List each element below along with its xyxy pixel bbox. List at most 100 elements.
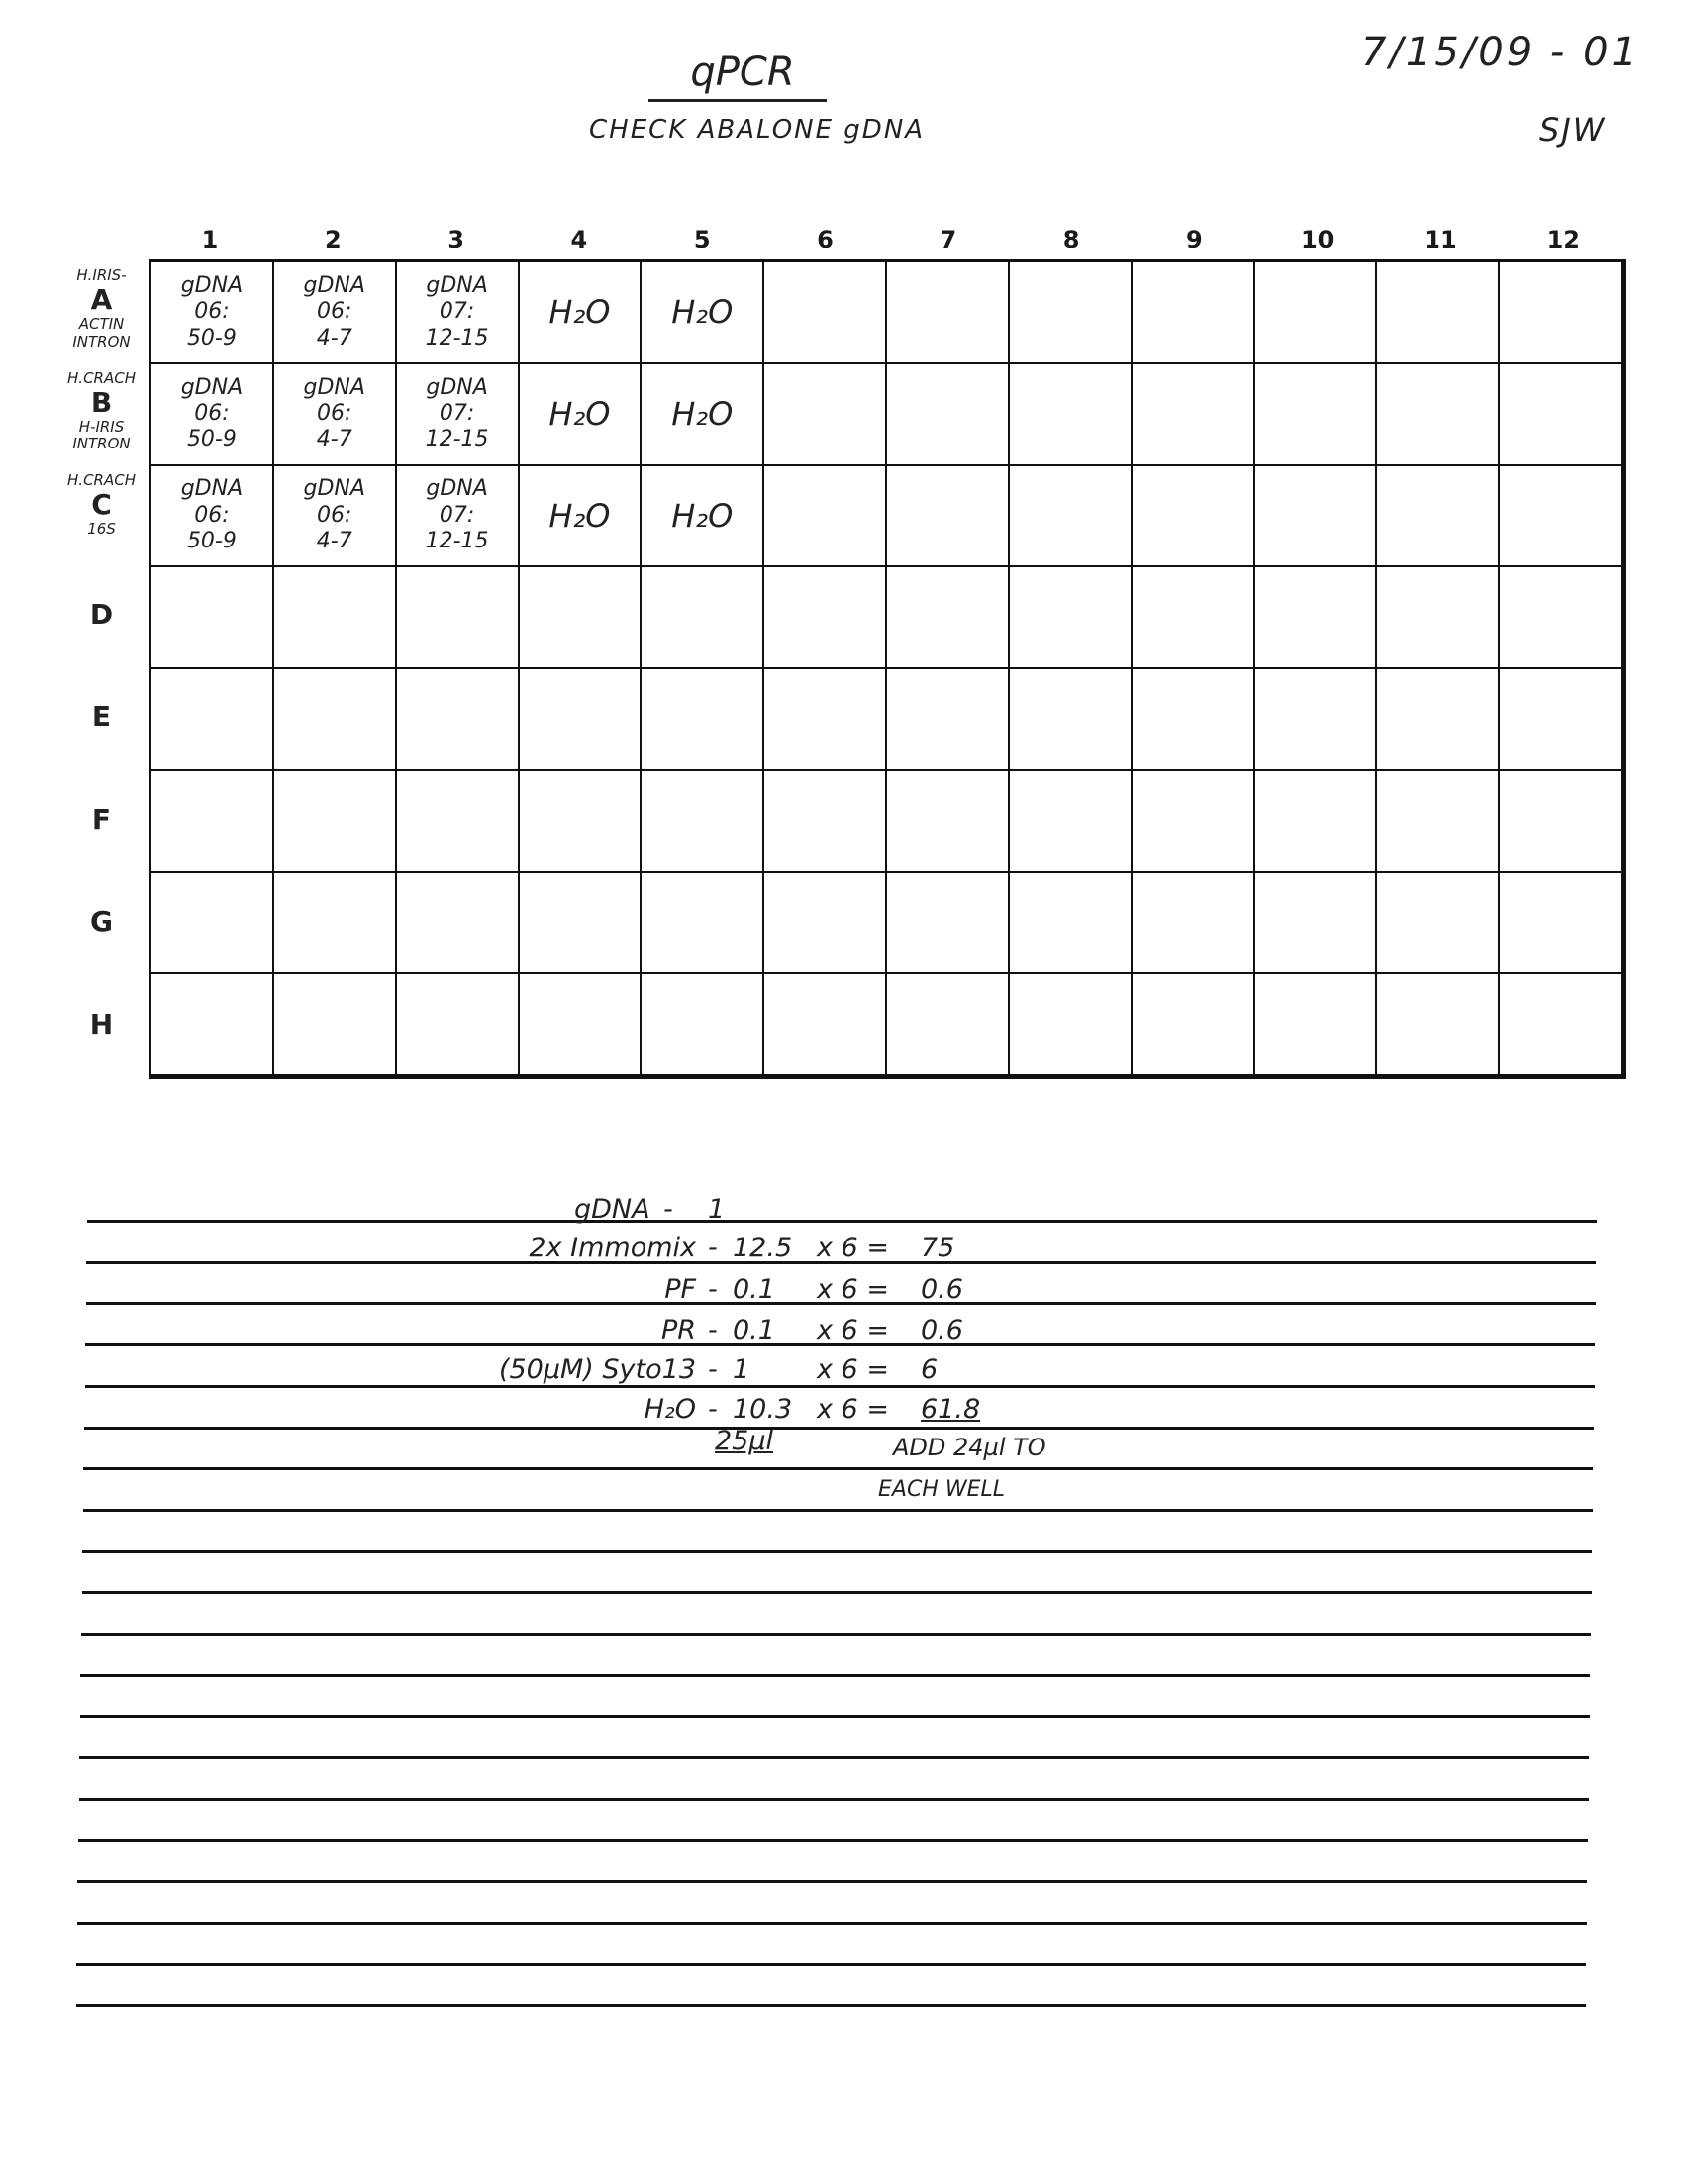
plate-well bbox=[887, 262, 1010, 364]
well-text: gDNA bbox=[180, 272, 244, 298]
well-text: gDNA bbox=[180, 476, 244, 502]
plate-well bbox=[1009, 262, 1133, 364]
well-text: gDNA bbox=[303, 272, 365, 298]
plate-well bbox=[396, 872, 520, 975]
plate-well bbox=[764, 465, 887, 568]
well-text: H₂O bbox=[548, 394, 611, 433]
initials-label: SJW bbox=[1539, 111, 1607, 149]
plate-well bbox=[887, 974, 1010, 1076]
plate-well bbox=[1254, 363, 1378, 466]
plate-well bbox=[519, 974, 643, 1076]
plate-well: H₂O bbox=[519, 363, 643, 466]
plate-well bbox=[642, 567, 765, 669]
column-number: 6 bbox=[817, 226, 834, 253]
plate-well bbox=[1254, 974, 1378, 1076]
recipe-dash: - bbox=[708, 1394, 718, 1425]
plate-well bbox=[1500, 567, 1623, 669]
row-label-h: H bbox=[54, 1007, 149, 1041]
recipe-multiplier: x 6 = bbox=[817, 1233, 889, 1263]
well-text: 06: bbox=[194, 400, 230, 426]
row-letter: E bbox=[91, 700, 112, 733]
plate-well bbox=[1132, 465, 1255, 568]
plate-well bbox=[273, 872, 397, 975]
row-letter: H bbox=[89, 1007, 114, 1041]
well-text: 06: bbox=[317, 299, 352, 325]
ruled-line bbox=[87, 1220, 1597, 1223]
plate-well: gDNA 07: 12-15 bbox=[396, 262, 520, 364]
well-text: H₂O bbox=[671, 394, 734, 433]
ruled-line bbox=[85, 1343, 1596, 1347]
plate-well bbox=[151, 770, 274, 873]
plate-well: gDNA 06: 4-7 bbox=[273, 363, 397, 466]
plate-well bbox=[1009, 567, 1133, 669]
row-letter: C bbox=[91, 488, 112, 522]
ruled-line bbox=[76, 1921, 1587, 1925]
well-text: gDNA bbox=[426, 476, 488, 502]
plate-well bbox=[1132, 974, 1255, 1076]
plate-well bbox=[1500, 262, 1623, 364]
column-number: 7 bbox=[940, 226, 957, 253]
plate-well bbox=[764, 669, 887, 771]
row-primer-label: H.CRACH bbox=[67, 471, 136, 489]
recipe-dash: - bbox=[708, 1315, 718, 1345]
plate-well bbox=[1009, 974, 1133, 1076]
ruled-line bbox=[78, 1797, 1589, 1801]
well-text: gDNA bbox=[426, 374, 488, 400]
plate-well bbox=[642, 974, 765, 1076]
plate-well bbox=[151, 669, 274, 771]
recipe-dash: - bbox=[663, 1194, 673, 1225]
row-letter: G bbox=[90, 905, 113, 938]
row-letter: A bbox=[90, 283, 113, 317]
column-number: 10 bbox=[1300, 226, 1335, 253]
plate-well bbox=[151, 567, 274, 669]
well-text: 06: bbox=[317, 400, 352, 426]
plate-well bbox=[1377, 465, 1501, 568]
recipe-total: 0.6 bbox=[921, 1315, 963, 1345]
well-text: gDNA bbox=[426, 272, 488, 298]
ruled-line bbox=[85, 1302, 1596, 1306]
well-text: H₂O bbox=[548, 293, 611, 332]
well-text: 12-15 bbox=[425, 325, 489, 350]
plate-well: gDNA 06: 4-7 bbox=[273, 465, 397, 568]
plate-well bbox=[1132, 363, 1255, 466]
plate-well bbox=[519, 567, 643, 669]
column-number: 8 bbox=[1062, 226, 1080, 253]
column-number: 4 bbox=[570, 226, 588, 253]
column-number: 11 bbox=[1424, 226, 1457, 253]
plate-well bbox=[764, 567, 887, 669]
ruled-line bbox=[84, 1426, 1594, 1430]
plate-well bbox=[151, 974, 274, 1076]
well-text: H₂O bbox=[671, 293, 734, 332]
row-letter: D bbox=[89, 597, 114, 631]
plate-well bbox=[764, 974, 887, 1076]
row-label-d: D bbox=[54, 597, 149, 631]
plate-well bbox=[1132, 262, 1255, 364]
recipe-multiplier: x 6 = bbox=[817, 1394, 889, 1425]
plate-well bbox=[1500, 363, 1623, 466]
recipe-reagent: gDNA bbox=[574, 1194, 650, 1225]
plate-well bbox=[1254, 465, 1378, 568]
recipe-total: 75 bbox=[921, 1233, 955, 1263]
ruled-line bbox=[80, 1673, 1591, 1677]
plate-well: gDNA 06: 50-9 bbox=[151, 262, 274, 364]
plate-well bbox=[764, 363, 887, 466]
well-text: 4-7 bbox=[316, 325, 352, 350]
well-text: 06: bbox=[194, 299, 230, 325]
plate-well bbox=[1377, 974, 1501, 1076]
recipe-dash: - bbox=[708, 1233, 718, 1263]
well-text: 50-9 bbox=[186, 427, 237, 452]
row-label-c: H.CRACH C 16S bbox=[54, 471, 149, 539]
plate-well bbox=[1009, 669, 1133, 771]
recipe-dash: - bbox=[708, 1354, 718, 1385]
recipe-line: H₂O -10.3 x 6 = 61.8 bbox=[0, 1394, 1686, 1430]
plate-well bbox=[887, 567, 1010, 669]
plate-well bbox=[1377, 363, 1501, 466]
well-text: 12-15 bbox=[425, 529, 489, 554]
page-subtitle: CHECK ABALONE gDNA bbox=[589, 115, 926, 145]
plate-well bbox=[764, 872, 887, 975]
row-label-e: E bbox=[54, 700, 149, 733]
recipe-multiplier: x 6 = bbox=[817, 1315, 889, 1345]
plate-well: gDNA 06: 50-9 bbox=[151, 363, 274, 466]
column-number: 1 bbox=[201, 226, 219, 253]
column-number: 5 bbox=[693, 226, 711, 253]
